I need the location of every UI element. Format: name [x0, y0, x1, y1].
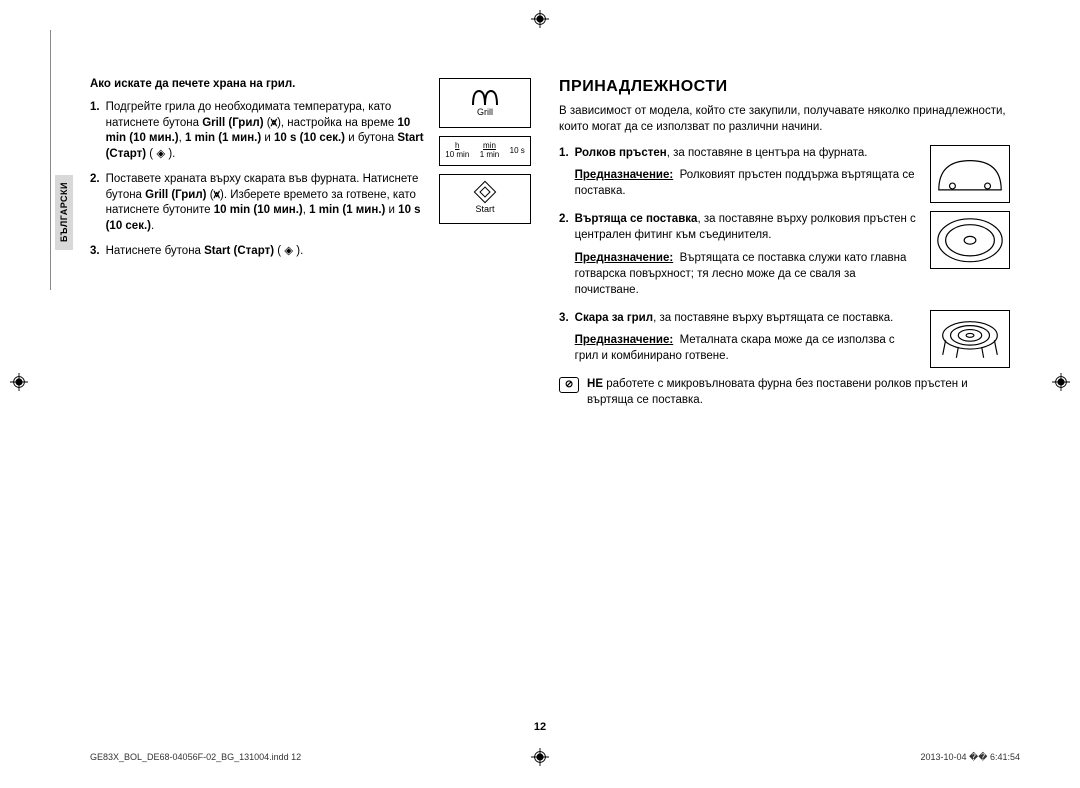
grill-icon-box: Grill [439, 78, 531, 128]
accessory-item-2: 2. Въртяща се поставка, за поставяне вър… [559, 211, 1010, 297]
item-number: 1. [559, 145, 569, 199]
accessories-intro: В зависимост от модела, който сте закупи… [559, 104, 1010, 135]
turntable-icon [930, 211, 1010, 269]
accessory-item-1: 1. Ролков пръстен, за поставяне в център… [559, 145, 1010, 199]
warning-icon: ⊘ [559, 377, 579, 393]
item-name: Ролков пръстен [575, 147, 667, 159]
icon-stack: Grill h10 min min1 min 10 s Start [439, 78, 531, 270]
step-1: 1. Подгрейте грила до необходимата темпе… [90, 100, 429, 162]
language-label: БЪЛГАРСКИ [59, 182, 69, 242]
registration-mark [10, 373, 28, 391]
step-text: Подгрейте грила до необходимата температ… [106, 100, 429, 162]
grill-label: Grill [477, 107, 493, 117]
page-number: 12 [0, 721, 1080, 733]
grill-intro-title: Ако искате да печете храна на грил. [90, 78, 429, 90]
purpose-label: Предназначение: [575, 252, 674, 264]
page-content: Ако искате да печете храна на грил. 1. П… [90, 78, 1010, 678]
item-number: 3. [559, 310, 569, 364]
step-number: 2. [90, 172, 100, 234]
warning-text: НЕ работете с микровълновата фурна без п… [587, 376, 1010, 408]
footer-left: GE83X_BOL_DE68-04056F-02_BG_131004.indd … [90, 752, 301, 763]
language-tab: БЪЛГАРСКИ [55, 175, 73, 250]
item-number: 2. [559, 211, 569, 297]
step-number: 3. [90, 244, 100, 260]
right-column: ПРИНАДЛЕЖНОСТИ В зависимост от модела, к… [559, 78, 1010, 408]
registration-mark [531, 10, 549, 28]
item-name: Въртяща се поставка [575, 213, 698, 225]
time-icon-box: h10 min min1 min 10 s [439, 136, 531, 166]
grill-icon [471, 89, 499, 107]
step-text: Натиснете бутона Start (Старт) ( ◈ ). [106, 244, 429, 260]
start-icon-box: Start [439, 174, 531, 224]
grill-rack-icon [930, 310, 1010, 368]
purpose-label: Предназначение: [575, 169, 674, 181]
purpose-label: Предназначение: [575, 334, 674, 346]
accessory-item-3: 3. Скара за грил, за поставяне върху вър… [559, 310, 1010, 364]
footer-right: 2013-10-04 �� 6:41:54 [920, 752, 1020, 763]
item-desc: , за поставяне върху въртящата се постав… [653, 312, 893, 324]
start-icon [474, 181, 497, 204]
step-number: 1. [90, 100, 100, 162]
margin-line [50, 30, 51, 290]
registration-mark [1052, 373, 1070, 391]
left-column: Ако искате да печете храна на грил. 1. П… [90, 78, 531, 408]
step-text: Поставете храната върху скарата във фурн… [106, 172, 429, 234]
step-2: 2. Поставете храната върху скарата във ф… [90, 172, 429, 234]
roller-ring-icon [930, 145, 1010, 203]
item-name: Скара за грил [575, 312, 653, 324]
step-3: 3. Натиснете бутона Start (Старт) ( ◈ ). [90, 244, 429, 260]
accessories-title: ПРИНАДЛЕЖНОСТИ [559, 78, 1010, 96]
footer: GE83X_BOL_DE68-04056F-02_BG_131004.indd … [90, 752, 1020, 763]
item-desc: , за поставяне в центъра на фурната. [667, 147, 868, 159]
start-label: Start [476, 204, 495, 214]
warning-note: ⊘ НЕ работете с микровълновата фурна без… [559, 376, 1010, 408]
